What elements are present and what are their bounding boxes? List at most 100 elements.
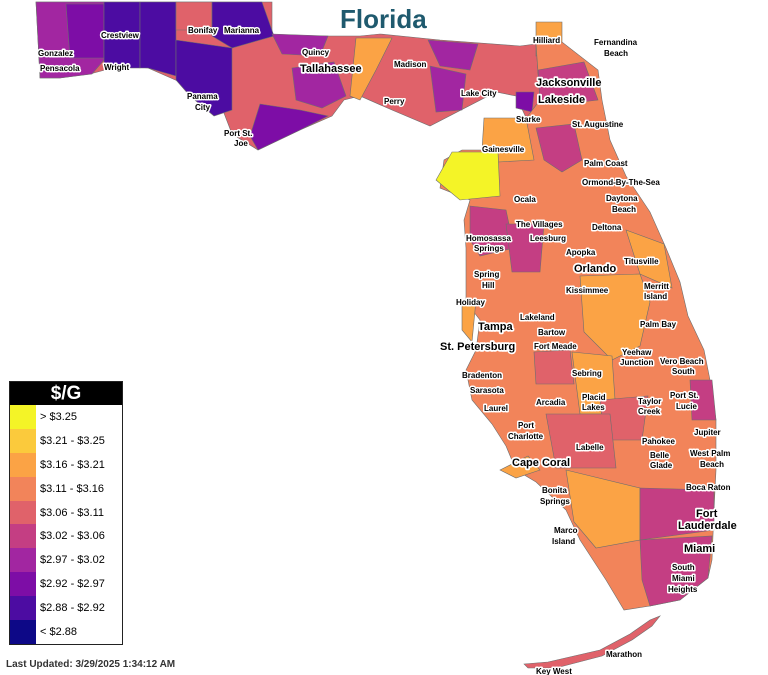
city-label: Leesburg [530, 234, 566, 243]
city-label: Orlando [574, 263, 616, 275]
st-lucie-county [689, 379, 717, 421]
legend-label: $2.88 - $2.92 [40, 602, 105, 615]
city-label: Starke [516, 115, 541, 124]
city-label: Springs [474, 244, 504, 253]
city-label: Joe [234, 139, 248, 148]
legend-rows: > $3.25 $3.21 - $3.25 $3.16 - $3.21 $3.11 -… [10, 405, 122, 644]
levy-county [435, 151, 501, 201]
city-label: City [195, 103, 211, 112]
city-label: Creek [638, 407, 661, 416]
city-label: Cape Coral [512, 457, 570, 469]
suwannee-county [429, 65, 467, 113]
city-label: Port [518, 421, 534, 430]
city-label: Crestview [101, 31, 140, 40]
city-label: Lake City [461, 89, 497, 98]
hardee-county [533, 349, 575, 385]
legend-swatch [10, 548, 36, 573]
city-label: Vero Beach [660, 357, 704, 366]
legend-swatch [10, 476, 36, 501]
leon-county [291, 61, 347, 109]
city-label: Bonita [542, 486, 567, 495]
city-label: Labelle [576, 443, 604, 452]
city-label: Sebring [572, 369, 602, 378]
broward-county [639, 487, 715, 541]
city-label: Yeehaw [622, 348, 652, 357]
gulf-county [249, 103, 329, 151]
city-label: Boca Raton [686, 483, 731, 492]
city-label: Palm Bay [640, 320, 677, 329]
city-label: Fernandina [594, 38, 638, 47]
city-label: Miami [672, 574, 695, 583]
legend-label: $3.06 - $3.11 [40, 506, 105, 519]
city-label: Titusville [624, 257, 659, 266]
citrus-county [469, 205, 515, 257]
city-label: St. Augustine [572, 120, 624, 129]
city-label: Gainesville [482, 145, 525, 154]
city-label: Tampa [478, 321, 514, 333]
legend-label: $3.21 - $3.25 [40, 434, 105, 447]
city-label: Ormond-By-The-Sea [582, 178, 660, 187]
city-label: Marianna [224, 26, 260, 35]
city-label: Placid [582, 393, 606, 402]
legend-item: $3.16 - $3.21 [10, 452, 122, 477]
city-label: West Palm [690, 449, 730, 458]
legend-label: > $3.25 [40, 410, 78, 423]
city-label: Marco [554, 526, 578, 535]
legend-label: < $2.88 [40, 625, 78, 638]
legend-swatch [10, 500, 36, 525]
collier-county [565, 469, 641, 549]
city-label: Quincy [302, 48, 330, 57]
legend-swatch [10, 572, 36, 597]
city-label: Jacksonville [536, 77, 601, 89]
city-label: Kissimmee [566, 286, 609, 295]
city-label: Jupiter [694, 428, 721, 437]
glades-region [545, 413, 617, 469]
walton-county [139, 1, 177, 77]
hamilton-county [427, 39, 479, 71]
city-label: Glade [650, 461, 673, 470]
legend-item: < $2.88 [10, 620, 122, 644]
city-label: Hilliard [533, 36, 560, 45]
city-label: Apopka [566, 248, 596, 257]
brevard-inland [625, 229, 673, 289]
price-legend: $/G > $3.25 $3.21 - $3.25 $3.16 - $3.21 $3.… [9, 381, 123, 645]
alachua-county [481, 117, 535, 163]
legend-label: $3.02 - $3.06 [40, 530, 105, 543]
city-label: Island [552, 537, 575, 546]
city-label: Island [644, 292, 667, 301]
city-label: Junction [620, 358, 653, 367]
city-label: Laurel [484, 404, 508, 413]
monroe-keys [523, 615, 661, 669]
legend-swatch [10, 405, 36, 429]
legend-item: $3.06 - $3.11 [10, 500, 122, 525]
city-label: Lakes [582, 403, 605, 412]
legend-item: $3.11 - $3.16 [10, 476, 122, 501]
legend-swatch [10, 428, 36, 453]
city-label: Pensacola [40, 64, 80, 73]
legend-swatch [10, 452, 36, 477]
legend-label: $3.11 - $3.16 [40, 482, 105, 495]
legend-item: $2.92 - $2.97 [10, 572, 122, 597]
city-label: Lakeside [538, 94, 585, 106]
city-label: Daytona [606, 194, 638, 203]
legend-item: $2.97 - $3.02 [10, 548, 122, 573]
city-label: Holiday [456, 298, 485, 307]
city-label: Lucie [676, 402, 697, 411]
legend-item: > $3.25 [10, 405, 122, 429]
city-label: Ocala [514, 195, 536, 204]
city-label: Panama [187, 92, 218, 101]
legend-swatch [10, 524, 36, 549]
city-label: Sarasota [470, 386, 504, 395]
sumter-county [505, 223, 545, 273]
city-label: Beach [612, 205, 636, 214]
legend-item: $3.21 - $3.25 [10, 428, 122, 453]
map-title: Florida [340, 4, 427, 34]
city-label: Merritt [644, 282, 669, 291]
city-label: Beach [604, 49, 628, 58]
city-label: Tallahassee [300, 63, 362, 75]
city-label: Fort [696, 508, 718, 520]
city-label: Miami [684, 543, 715, 555]
putnam-county [535, 123, 583, 173]
city-label: Beach [700, 460, 724, 469]
